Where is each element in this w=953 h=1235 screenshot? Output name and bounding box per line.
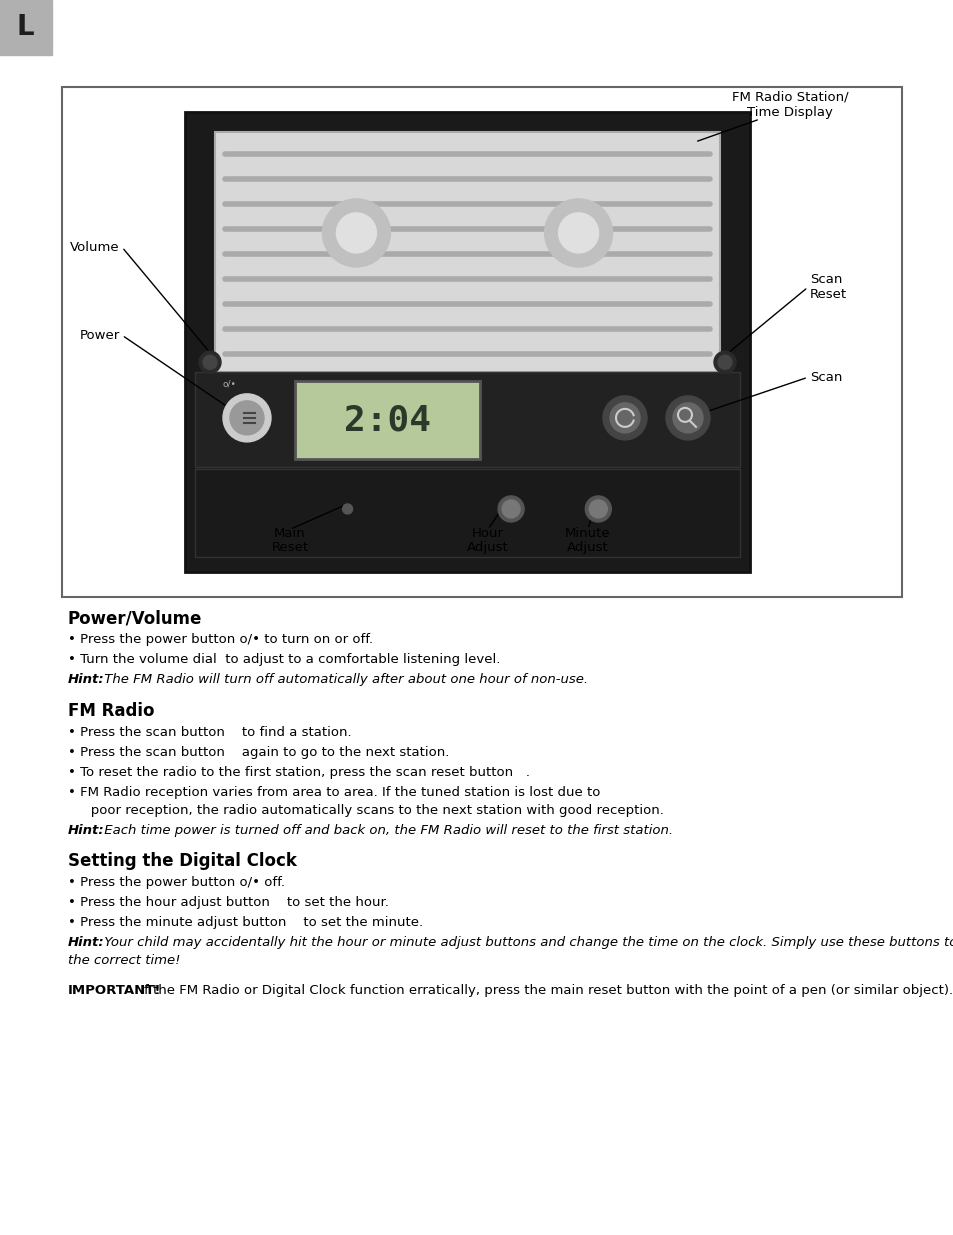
Text: Scan: Scan (809, 370, 841, 384)
Circle shape (336, 212, 376, 253)
Text: K9758pr-0920: K9758pr-0920 (871, 1210, 953, 1223)
Bar (185, 112, 749, 572)
Circle shape (609, 403, 639, 433)
Circle shape (497, 496, 523, 522)
Circle shape (713, 351, 735, 373)
Text: Adjust: Adjust (566, 541, 608, 555)
Circle shape (230, 401, 264, 435)
Text: Setting the Digital Clock: Setting the Digital Clock (68, 852, 296, 869)
Text: Reset: Reset (272, 541, 308, 555)
Text: L: L (17, 14, 34, 42)
Circle shape (342, 504, 353, 514)
Bar (194, 372, 740, 467)
Text: • Press the power button o/• to turn on or off.: • Press the power button o/• to turn on … (68, 634, 373, 646)
Circle shape (203, 356, 216, 369)
Text: poor reception, the radio automatically scans to the next station with good rece: poor reception, the radio automatically … (78, 804, 663, 816)
Text: • Press the scan button    to find a station.: • Press the scan button to find a statio… (68, 725, 352, 739)
Bar (0, 0, 52, 54)
Text: Reset: Reset (809, 288, 846, 300)
Circle shape (199, 351, 221, 373)
Circle shape (501, 500, 519, 517)
Circle shape (223, 394, 271, 442)
Text: Power/Volume: Power/Volume (68, 609, 202, 627)
Text: Volume: Volume (71, 241, 120, 253)
Circle shape (322, 199, 390, 267)
Text: Hint:: Hint: (68, 673, 105, 687)
Text: Hint:: Hint: (68, 936, 105, 948)
Text: Hour: Hour (472, 527, 503, 541)
Text: • FM Radio reception varies from area to area. If the tuned station is lost due : • FM Radio reception varies from area to… (68, 785, 599, 799)
Text: IMPORTANT!: IMPORTANT! (68, 984, 161, 997)
Bar (294, 382, 479, 459)
Text: Main: Main (274, 527, 306, 541)
Text: The FM Radio will turn off automatically after about one hour of non-use.: The FM Radio will turn off automatically… (100, 673, 587, 687)
Bar (62, 86, 901, 598)
Text: Hint:: Hint: (68, 824, 105, 836)
Text: Your child may accidentally hit the hour or minute adjust buttons and change the: Your child may accidentally hit the hour… (100, 936, 953, 948)
Text: • Press the power button o/• off.: • Press the power button o/• off. (68, 876, 285, 889)
Bar (194, 469, 740, 557)
Text: 2:04: 2:04 (344, 404, 431, 437)
Text: FM Radio: FM Radio (68, 701, 154, 720)
Text: 22: 22 (27, 1208, 50, 1225)
Text: Adjust: Adjust (467, 541, 508, 555)
Text: • To reset the radio to the first station, press the scan reset button   .: • To reset the radio to the first statio… (68, 766, 530, 778)
Text: • Press the minute adjust button    to set the minute.: • Press the minute adjust button to set … (68, 915, 423, 929)
Text: o/•: o/• (222, 379, 235, 389)
Circle shape (558, 212, 598, 253)
Text: Time Display: Time Display (746, 105, 832, 119)
Text: Power: Power (80, 329, 120, 342)
Text: • Press the scan button    again to go to the next station.: • Press the scan button again to go to t… (68, 746, 449, 758)
Circle shape (544, 199, 612, 267)
Text: the correct time!: the correct time! (68, 953, 180, 967)
Text: • Turn the volume dial  to adjust to a comfortable listening level.: • Turn the volume dial to adjust to a co… (68, 653, 500, 667)
Circle shape (665, 396, 709, 440)
Circle shape (585, 496, 611, 522)
Text: FM Radio Station/: FM Radio Station/ (731, 90, 847, 104)
Text: • Press the hour adjust button    to set the hour.: • Press the hour adjust button to set th… (68, 895, 389, 909)
Circle shape (602, 396, 646, 440)
Text: Each time power is turned off and back on, the FM Radio will reset to the first : Each time power is turned off and back o… (100, 824, 673, 836)
Text: Minute: Minute (564, 527, 610, 541)
Text: FM RADIO/DIGITAL CLOCK USE: FM RADIO/DIGITAL CLOCK USE (353, 19, 658, 37)
Circle shape (672, 403, 702, 433)
Circle shape (718, 356, 731, 369)
Text: Scan: Scan (809, 273, 841, 285)
Bar (214, 132, 720, 372)
Text: If the FM Radio or Digital Clock function erratically, press the main reset butt: If the FM Radio or Digital Clock functio… (136, 984, 952, 997)
Circle shape (589, 500, 607, 517)
